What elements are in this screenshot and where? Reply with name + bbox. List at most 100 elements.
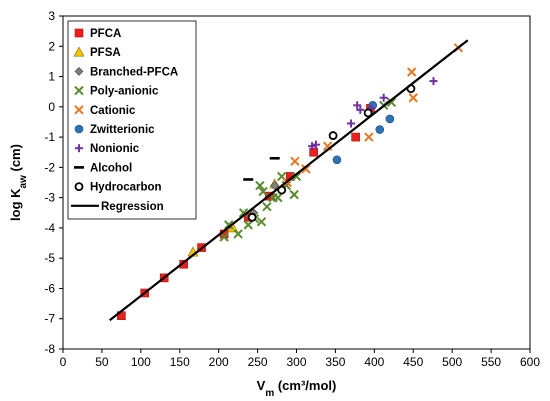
axis-title-subscript: aw	[18, 175, 29, 189]
data-point-zwitterionic	[375, 125, 385, 134]
legend-marker-branched-pfca	[74, 66, 84, 76]
data-point-poly-anionic	[289, 189, 299, 200]
x-tick-label: 250	[248, 355, 268, 369]
legend-marker-hydrocarbon	[74, 182, 84, 192]
y-tick-label: 2	[48, 39, 55, 53]
data-point-nonionic	[346, 119, 355, 128]
legend-marker-poly-anionic	[74, 85, 84, 96]
axis-title-main: V	[257, 378, 266, 393]
series-regression	[109, 39, 469, 322]
data-point-poly-anionic	[262, 202, 272, 212]
marker-stroke	[233, 229, 243, 239]
legend-item-regression: Regression	[71, 201, 164, 213]
y-tick-label: -4	[44, 221, 55, 235]
x-tick-label: 600	[520, 355, 540, 369]
legend-item-hydrocarbon: Hydrocarbon	[74, 182, 162, 194]
legend: PFCA PFSA Branched-PFCA Poly-anionic Cationi…	[67, 20, 197, 220]
regression-line	[109, 39, 469, 322]
legend-label-branched-pfca: Branched-PFCA	[90, 66, 178, 78]
axis-title-main: log K	[8, 188, 23, 221]
data-point-nonionic	[353, 101, 362, 110]
x-tick-label: 400	[364, 355, 384, 369]
legend-marker-zwitterionic	[74, 124, 84, 134]
legend-label-pfsa: PFSA	[90, 47, 121, 59]
y-tick-label: -8	[44, 342, 55, 356]
marker-stroke	[386, 97, 397, 107]
axes: 0 50 100 150 200 250 300 350 400 450 500 550 600 -8 -7…	[44, 9, 540, 369]
marker-stroke	[219, 232, 229, 242]
data-point-hydrocarbon	[363, 108, 373, 118]
y-tick-label: -3	[44, 191, 55, 205]
legend-label-pfca: PFCA	[90, 28, 121, 40]
marker-stroke	[258, 186, 268, 197]
y-tick-label: -2	[44, 160, 55, 174]
data-point-poly-anionic	[291, 171, 302, 182]
legend-label-regression: Regression	[101, 201, 164, 213]
x-tick-label: 550	[481, 355, 501, 369]
data-point-cationic	[290, 156, 300, 167]
x-tick-label: 450	[403, 355, 423, 369]
legend-label-nonionic: Nonionic	[90, 143, 140, 155]
marker-stroke	[301, 164, 311, 174]
data-point-hydrocarbon	[328, 131, 338, 140]
marker-stroke	[289, 189, 299, 200]
marker-stroke	[74, 105, 84, 115]
legend-item-pfca: PFCA	[74, 28, 121, 40]
marker-stroke	[291, 171, 302, 182]
series-nonionic	[308, 77, 438, 151]
data-point-poly-anionic	[273, 192, 283, 203]
legend-item-cationic: Cationic	[74, 105, 136, 117]
legend-label-alcohol: Alcohol	[90, 162, 132, 174]
data-point-nonionic	[308, 142, 317, 151]
data-point-hydrocarbon	[247, 212, 257, 222]
legend-item-poly-anionic: Poly-anionic	[74, 85, 159, 98]
marker-stroke	[255, 180, 265, 191]
data-point-cationic	[301, 164, 311, 174]
y-axis-title: log Kaw (cm)	[8, 144, 29, 221]
marker-stroke	[224, 220, 234, 230]
marker-stroke	[262, 202, 272, 212]
legend-label-zwitterionic: Zwitterionic	[90, 124, 155, 136]
y-tick-label: 1	[48, 70, 55, 84]
legend-marker-pfca	[74, 28, 84, 38]
x-tick-label: 0	[60, 355, 67, 369]
y-tick-label: -1	[44, 130, 55, 144]
axis-title-units: (cm)	[8, 144, 23, 175]
marker-stroke	[290, 156, 300, 167]
marker-stroke	[322, 141, 333, 151]
data-point-nonionic	[311, 140, 320, 149]
x-tick-label: 150	[170, 355, 190, 369]
legend-marker-nonionic	[75, 144, 83, 153]
legend-label-hydrocarbon: Hydrocarbon	[90, 182, 162, 194]
marker-stroke	[238, 208, 249, 218]
data-point-cationic	[408, 93, 418, 103]
series-alcohol	[243, 156, 280, 181]
data-point-poly-anionic	[224, 220, 234, 230]
x-axis-title: Vm (cm³/mol)	[257, 378, 337, 399]
data-point-nonionic	[356, 105, 365, 114]
y-tick-label: -5	[44, 251, 55, 265]
data-point-nonionic	[429, 77, 438, 86]
legend-item-zwitterionic: Zwitterionic	[74, 124, 155, 136]
legend-marker-pfsa	[73, 46, 85, 57]
legend-item-branched-pfca: Branched-PFCA	[74, 66, 178, 78]
x-tick-label: 500	[442, 355, 462, 369]
y-tick-label: 0	[48, 100, 55, 114]
data-point-poly-anionic	[219, 232, 229, 242]
data-point-poly-anionic	[386, 97, 397, 107]
x-tick-label: 350	[325, 355, 345, 369]
marker-stroke	[406, 67, 417, 77]
series-zwitterionic	[332, 101, 395, 165]
x-tick-label: 200	[209, 355, 229, 369]
marker-stroke	[277, 171, 287, 182]
x-tick-label: 300	[286, 355, 306, 369]
data-point-poly-anionic	[256, 217, 267, 227]
y-tick-label: -6	[44, 281, 55, 295]
y-tick-label: -7	[44, 312, 55, 326]
legend-item-pfsa: PFSA	[73, 46, 121, 59]
axis-title-units: (cm³/mol)	[274, 378, 336, 393]
data-point-cationic	[406, 67, 417, 77]
legend-marker-cationic	[74, 105, 84, 115]
marker-stroke	[273, 192, 283, 203]
